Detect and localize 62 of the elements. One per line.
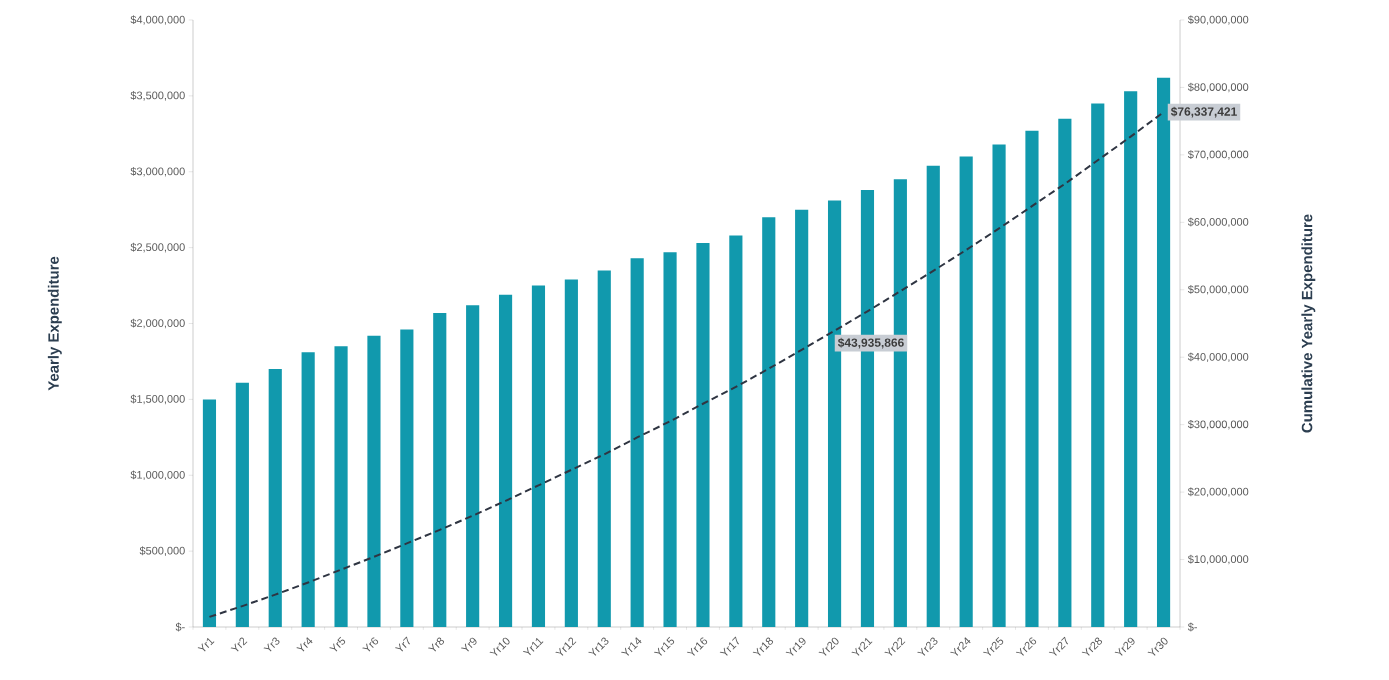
y2-tick-label: $20,000,000 (1187, 487, 1249, 497)
y2-tick-label: $40,000,000 (1187, 352, 1249, 362)
bar (1091, 103, 1105, 627)
y-tick-label: $1,500,000 (130, 394, 185, 405)
y2-axis-title: Cumulative Yearly Expenditure (1301, 214, 1316, 433)
x-tick-label: Yr21 (851, 638, 873, 656)
bar (334, 346, 348, 627)
y2-tick-label: $70,000,000 (1187, 150, 1249, 160)
y2-tick-label: $10,000,000 (1187, 554, 1249, 565)
line-series (208, 111, 1165, 618)
x-tick-label: Yr1 (197, 637, 215, 652)
y2-tick-label: $80,000,000 (1187, 82, 1249, 93)
bar (597, 270, 611, 627)
x-tick-label: Yr9 (460, 637, 477, 652)
x-tick-label: Yr2 (230, 637, 248, 652)
bar (1124, 91, 1138, 627)
bar (696, 243, 710, 627)
y-tick-label: $3,500,000 (130, 91, 185, 101)
bar (762, 217, 776, 627)
x-tick-label: Yr5 (329, 636, 346, 652)
y2-tick-label: $90,000,000 (1187, 15, 1249, 25)
bar (400, 329, 414, 627)
x-tick-label: Yr3 (263, 637, 280, 652)
bar (301, 352, 315, 627)
bar (1058, 118, 1072, 627)
y-tick-label: $- (175, 622, 185, 632)
y-tick-label: $1,000,000 (130, 470, 185, 481)
x-tick-label: Yr6 (362, 637, 379, 652)
y-axis-title: Yearly Expenditure (47, 256, 62, 391)
x-tick-label: Yr11 (522, 637, 544, 656)
bar (202, 399, 217, 627)
bar (268, 369, 282, 627)
bar (433, 312, 447, 627)
bar (795, 209, 809, 627)
bar (992, 144, 1006, 627)
bar (531, 285, 546, 627)
y2-tick-label: $50,000,000 (1187, 285, 1249, 295)
y-tick-label: $500,000 (139, 546, 185, 556)
y-tick-label: $2,500,000 (130, 242, 185, 253)
bar (498, 294, 513, 627)
bar (926, 165, 940, 627)
bar (630, 258, 644, 627)
y-tick-label: $2,000,000 (130, 318, 185, 329)
bar (959, 156, 973, 627)
bar (466, 305, 480, 627)
bar (663, 252, 677, 627)
data-label: $43,935,866 (837, 337, 904, 349)
y-tick-label: $3,000,000 (130, 166, 185, 177)
bar (1156, 77, 1171, 627)
bar (729, 235, 743, 627)
y-tick-label: $4,000,000 (130, 15, 185, 25)
bar (235, 382, 249, 627)
x-tick-label: Yr7 (394, 636, 410, 652)
bar (367, 335, 381, 627)
bar (564, 279, 578, 627)
x-tick-label: Yr8 (427, 637, 445, 652)
y2-tick-label: $60,000,000 (1187, 217, 1249, 228)
y2-tick-label: $30,000,000 (1187, 419, 1249, 430)
y2-tick-label: $- (1187, 622, 1198, 632)
data-label: $76,337,421 (1170, 106, 1237, 118)
bar (1025, 130, 1039, 627)
x-tick-label: Yr4 (296, 637, 313, 652)
